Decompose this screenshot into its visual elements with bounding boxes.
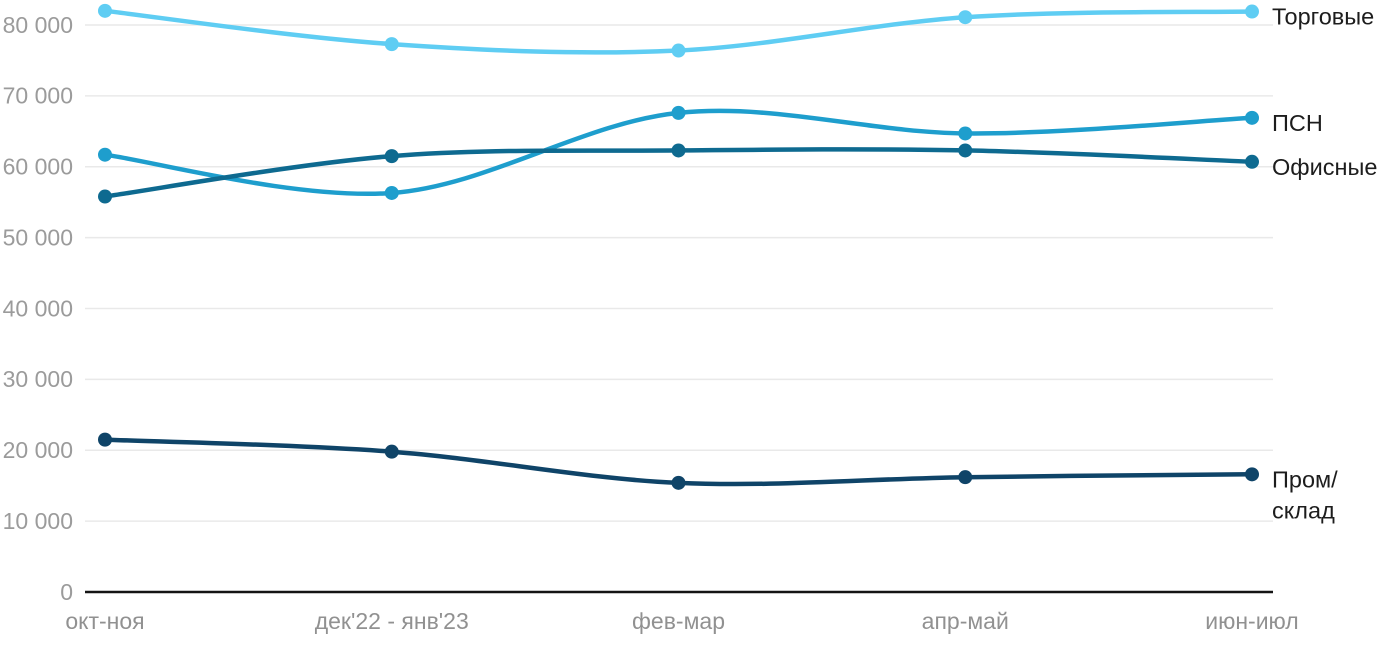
data-point xyxy=(671,475,686,490)
x-tick-label: дек'22 - янв'23 xyxy=(315,608,469,634)
series-label: Пром/склад xyxy=(1272,466,1338,523)
x-tick-label: фев-мар xyxy=(632,608,725,634)
series-label: Офисные xyxy=(1272,154,1377,180)
data-point xyxy=(1245,467,1259,482)
data-point xyxy=(671,43,686,58)
data-point xyxy=(98,432,112,447)
y-tick-label: 50 000 xyxy=(3,224,73,250)
series-label-line: ПСН xyxy=(1272,110,1323,136)
series-label-line: склад xyxy=(1272,497,1335,523)
data-point xyxy=(384,149,399,164)
data-point xyxy=(958,470,973,485)
data-point xyxy=(958,126,973,141)
data-point xyxy=(384,185,399,200)
data-point xyxy=(958,143,973,158)
y-tick-label: 80 000 xyxy=(3,12,73,38)
series-label-line: Пром/ xyxy=(1272,466,1338,492)
y-tick-label: 0 xyxy=(60,579,73,605)
y-tick-label: 10 000 xyxy=(3,508,73,534)
data-point xyxy=(384,444,399,459)
x-tick-label: апр-май xyxy=(922,608,1009,634)
data-point xyxy=(98,147,112,162)
data-point xyxy=(98,189,112,204)
y-tick-label: 40 000 xyxy=(3,295,73,321)
data-point xyxy=(384,37,399,52)
data-point xyxy=(958,10,973,25)
x-tick-label: июн-июл xyxy=(1205,608,1298,634)
data-point xyxy=(1245,4,1259,19)
y-tick-label: 30 000 xyxy=(3,366,73,392)
series-label: Торговые xyxy=(1272,4,1374,30)
y-tick-label: 60 000 xyxy=(3,154,73,180)
data-point xyxy=(671,143,686,158)
series-label-line: Торговые xyxy=(1272,4,1374,30)
y-tick-label: 20 000 xyxy=(3,437,73,463)
y-tick-label: 70 000 xyxy=(3,83,73,109)
series-label: ПСН xyxy=(1272,110,1323,136)
data-point xyxy=(98,3,112,18)
x-tick-label: окт-ноя xyxy=(65,608,144,634)
data-point xyxy=(1245,110,1259,125)
data-point xyxy=(1245,154,1259,169)
series-label-line: Офисные xyxy=(1272,154,1377,180)
data-point xyxy=(671,105,686,120)
